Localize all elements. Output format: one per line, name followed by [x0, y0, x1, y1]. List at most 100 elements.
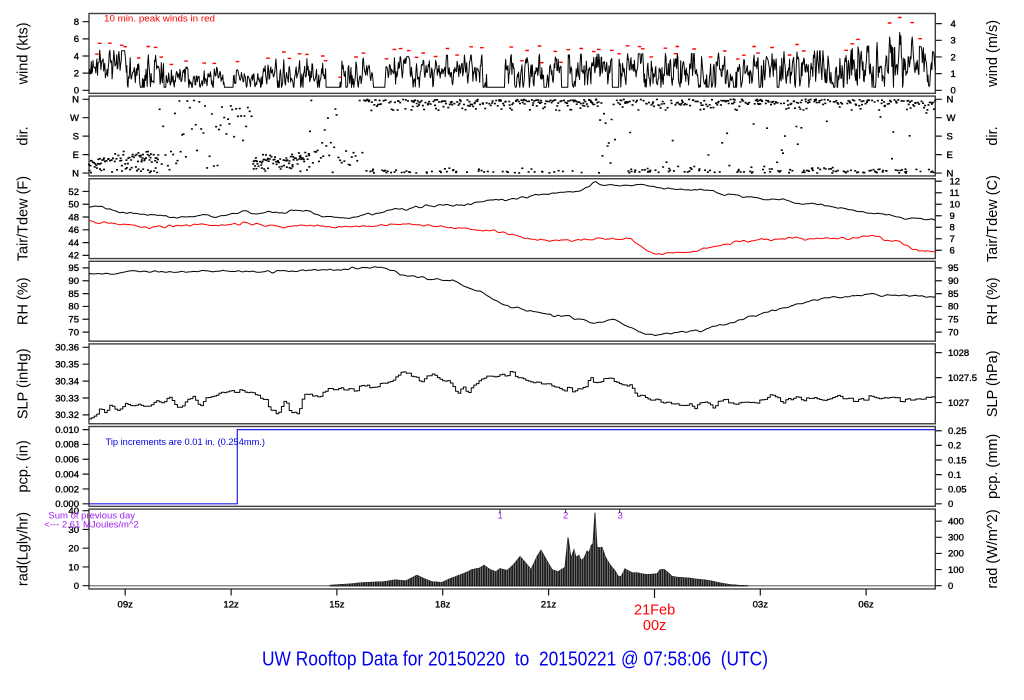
- svg-text:SLP (hPa): SLP (hPa): [985, 350, 1001, 417]
- svg-text:8: 8: [950, 223, 955, 234]
- svg-text:6: 6: [74, 34, 79, 45]
- svg-text:Tip increments are 0.01 in. (0: Tip increments are 0.01 in. (0.254mm.): [106, 437, 266, 448]
- svg-text:30.33: 30.33: [55, 393, 79, 404]
- svg-text:2: 2: [951, 52, 956, 63]
- svg-text:85: 85: [948, 289, 959, 300]
- svg-text:dir.: dir.: [985, 126, 1001, 145]
- svg-text:wind (kts): wind (kts): [16, 22, 32, 85]
- svg-text:09z: 09z: [118, 600, 134, 611]
- svg-text:0.002: 0.002: [55, 484, 79, 495]
- svg-text:4: 4: [951, 19, 956, 30]
- svg-text:10 min. peak winds in red: 10 min. peak winds in red: [104, 14, 215, 25]
- svg-text:75: 75: [948, 315, 959, 326]
- svg-text:0.25: 0.25: [948, 426, 967, 437]
- svg-text:00z: 00z: [643, 618, 666, 634]
- svg-text:W: W: [70, 113, 79, 124]
- svg-text:30.35: 30.35: [55, 360, 79, 371]
- svg-text:0.2: 0.2: [948, 441, 961, 452]
- svg-text:21z: 21z: [541, 600, 557, 611]
- svg-text:80: 80: [948, 302, 959, 313]
- svg-text:SLP (inHg): SLP (inHg): [16, 348, 32, 419]
- svg-text:4: 4: [74, 51, 79, 62]
- svg-text:N: N: [947, 95, 954, 106]
- svg-text:<--- 2.61 MJoules/m^2: <--- 2.61 MJoules/m^2: [44, 519, 138, 530]
- svg-text:300: 300: [948, 533, 964, 544]
- svg-text:0.008: 0.008: [55, 440, 79, 451]
- svg-text:0: 0: [948, 581, 953, 592]
- svg-text:UW Rooftop Data for 20150220: UW Rooftop Data for 20150220 to 20150221…: [262, 649, 768, 671]
- svg-text:200: 200: [948, 549, 964, 560]
- svg-text:3: 3: [618, 511, 623, 522]
- svg-text:30: 30: [68, 525, 79, 536]
- svg-text:50: 50: [68, 200, 79, 211]
- svg-text:RH (%): RH (%): [16, 277, 32, 325]
- svg-text:46: 46: [68, 225, 79, 236]
- svg-text:8: 8: [74, 17, 79, 28]
- svg-text:18z: 18z: [435, 600, 451, 611]
- svg-text:2: 2: [563, 511, 568, 522]
- svg-text:Tair/Tdew (C): Tair/Tdew (C): [985, 175, 1001, 262]
- svg-text:400: 400: [948, 516, 964, 527]
- svg-text:E: E: [73, 150, 79, 161]
- svg-text:1: 1: [498, 511, 503, 522]
- svg-text:30.34: 30.34: [55, 376, 79, 387]
- svg-text:0.004: 0.004: [55, 469, 79, 480]
- svg-text:Tair/Tdew (F): Tair/Tdew (F): [16, 176, 32, 261]
- svg-text:wind (m/s): wind (m/s): [985, 20, 1001, 88]
- svg-text:6: 6: [950, 246, 955, 257]
- svg-text:70: 70: [68, 327, 79, 338]
- svg-text:0.05: 0.05: [948, 484, 967, 495]
- svg-text:N: N: [72, 168, 79, 179]
- svg-text:rad (W/m^2): rad (W/m^2): [985, 509, 1001, 588]
- svg-text:pcp. (mm): pcp. (mm): [985, 434, 1001, 499]
- svg-text:21Feb: 21Feb: [634, 603, 675, 619]
- svg-text:S: S: [947, 131, 953, 142]
- svg-text:0: 0: [951, 86, 956, 97]
- svg-text:1027.5: 1027.5: [948, 373, 977, 384]
- svg-text:90: 90: [948, 276, 959, 287]
- svg-text:52: 52: [68, 187, 79, 198]
- svg-text:9: 9: [950, 211, 955, 222]
- svg-text:pcp. (in): pcp. (in): [16, 440, 32, 492]
- svg-text:0: 0: [948, 499, 953, 510]
- svg-text:11: 11: [950, 188, 960, 199]
- svg-text:100: 100: [948, 565, 964, 576]
- svg-text:03z: 03z: [753, 600, 769, 611]
- svg-text:S: S: [73, 131, 79, 142]
- svg-text:90: 90: [68, 276, 79, 287]
- svg-text:95: 95: [68, 263, 79, 274]
- svg-text:N: N: [947, 168, 954, 179]
- svg-text:E: E: [947, 150, 953, 161]
- svg-text:30.36: 30.36: [55, 343, 79, 354]
- svg-text:0.010: 0.010: [55, 425, 79, 436]
- svg-text:0.000: 0.000: [55, 499, 79, 510]
- svg-text:48: 48: [68, 212, 79, 223]
- svg-text:0: 0: [74, 86, 79, 97]
- svg-text:Sum of previous day: Sum of previous day: [48, 510, 135, 521]
- svg-text:10: 10: [68, 562, 79, 573]
- svg-text:20: 20: [68, 544, 79, 555]
- svg-text:06z: 06z: [858, 600, 874, 611]
- svg-text:12: 12: [950, 177, 961, 188]
- svg-text:1: 1: [951, 69, 956, 80]
- svg-text:85: 85: [68, 289, 79, 300]
- svg-text:dir.: dir.: [16, 126, 32, 145]
- svg-text:80: 80: [68, 302, 79, 313]
- svg-text:15z: 15z: [329, 600, 345, 611]
- svg-text:0.1: 0.1: [948, 470, 961, 481]
- svg-text:2: 2: [74, 68, 79, 79]
- svg-text:W: W: [947, 113, 956, 124]
- svg-text:1028: 1028: [948, 348, 969, 359]
- svg-text:N: N: [72, 95, 79, 106]
- svg-text:10: 10: [950, 200, 961, 211]
- svg-text:0: 0: [74, 581, 79, 592]
- svg-text:RH (%): RH (%): [985, 277, 1001, 325]
- svg-text:42: 42: [68, 251, 79, 262]
- svg-text:0.15: 0.15: [948, 455, 967, 466]
- svg-text:95: 95: [948, 263, 959, 274]
- svg-text:70: 70: [948, 327, 959, 338]
- svg-text:75: 75: [68, 315, 79, 326]
- svg-text:0.006: 0.006: [55, 455, 79, 466]
- svg-text:3: 3: [951, 36, 956, 47]
- svg-text:30.32: 30.32: [55, 410, 79, 421]
